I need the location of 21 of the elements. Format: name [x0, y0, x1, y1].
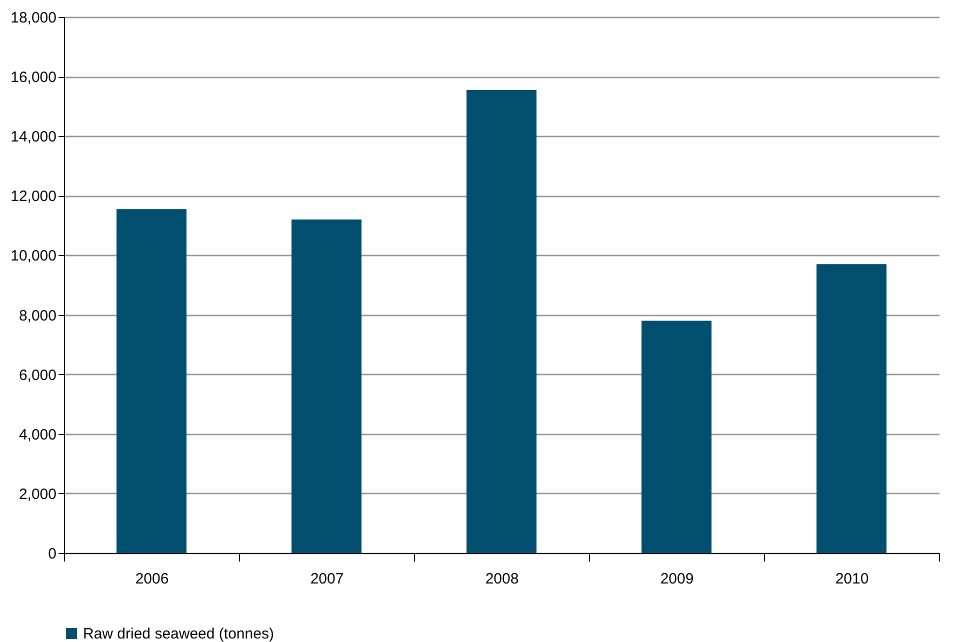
y-tick-label: 12,000	[10, 188, 56, 206]
x-tick-label: 2006	[135, 570, 169, 588]
bar	[292, 219, 362, 553]
bar	[816, 264, 886, 553]
x-tick-label: 2007	[310, 570, 344, 588]
y-tick-label: 10,000	[10, 248, 56, 265]
x-tick-label: 2009	[660, 570, 694, 588]
y-tick-label: 8,000	[18, 307, 56, 324]
bar	[116, 209, 186, 553]
bar	[642, 320, 712, 553]
x-tick-label: 2008	[485, 570, 519, 588]
y-tick-label: 0	[48, 546, 56, 562]
y-tick-label: 4,000	[18, 426, 56, 444]
y-tick-label: 14,000	[10, 128, 56, 146]
x-tick-label: 2010	[835, 570, 869, 588]
y-tick-label: 6,000	[18, 366, 56, 384]
y-tick-label: 16,000	[10, 69, 56, 86]
bar	[466, 90, 536, 553]
legend-label: Raw dried seaweed (tonnes)	[83, 626, 274, 642]
y-tick-label: 2,000	[18, 486, 56, 503]
y-tick-label: 18,000	[10, 10, 56, 26]
